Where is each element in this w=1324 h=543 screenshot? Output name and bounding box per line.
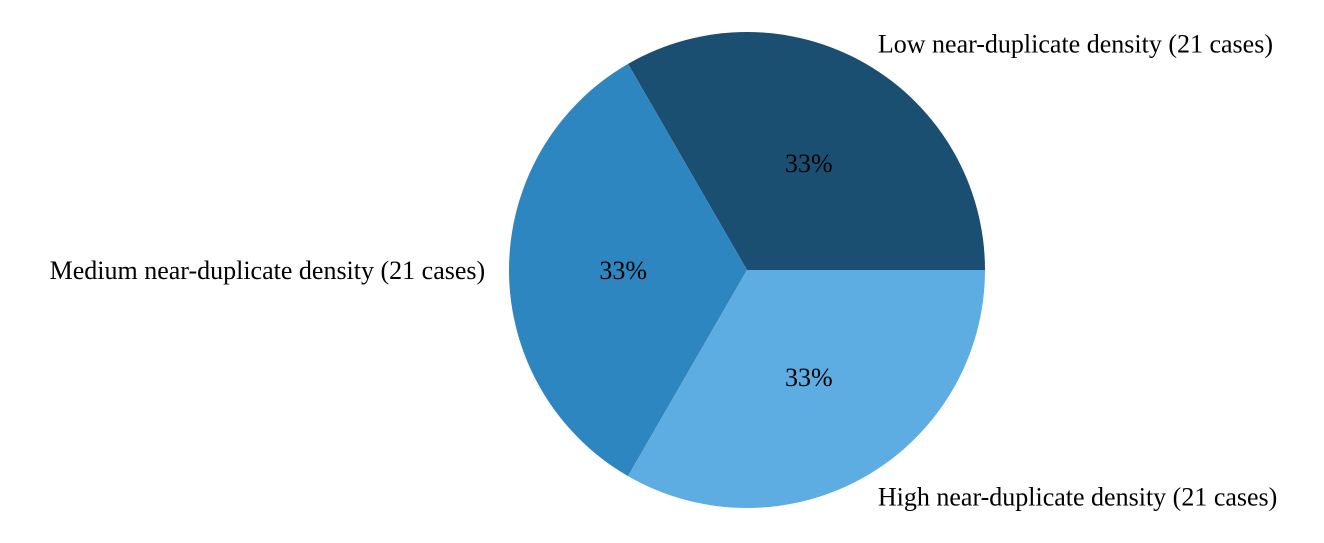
pie-slices <box>509 31 985 508</box>
pie-slice-1 <box>509 63 747 477</box>
pie-slice-2 <box>628 270 985 508</box>
pie-category-label-2: High near-duplicate density (21 cases) <box>878 483 1277 512</box>
pie-category-label-1: Medium near-duplicate density (21 cases) <box>50 256 486 285</box>
pie-labels: 33% Low near-duplicate density (21 cases)… <box>50 29 1278 511</box>
pie-slice-0 <box>628 31 985 270</box>
pie-category-label-0: Low near-duplicate density (21 cases) <box>878 29 1273 58</box>
pie-pct-label-1: 33% <box>599 256 647 285</box>
pie-pct-label-0: 33% <box>785 149 833 178</box>
pie-pct-label-2: 33% <box>785 363 833 392</box>
